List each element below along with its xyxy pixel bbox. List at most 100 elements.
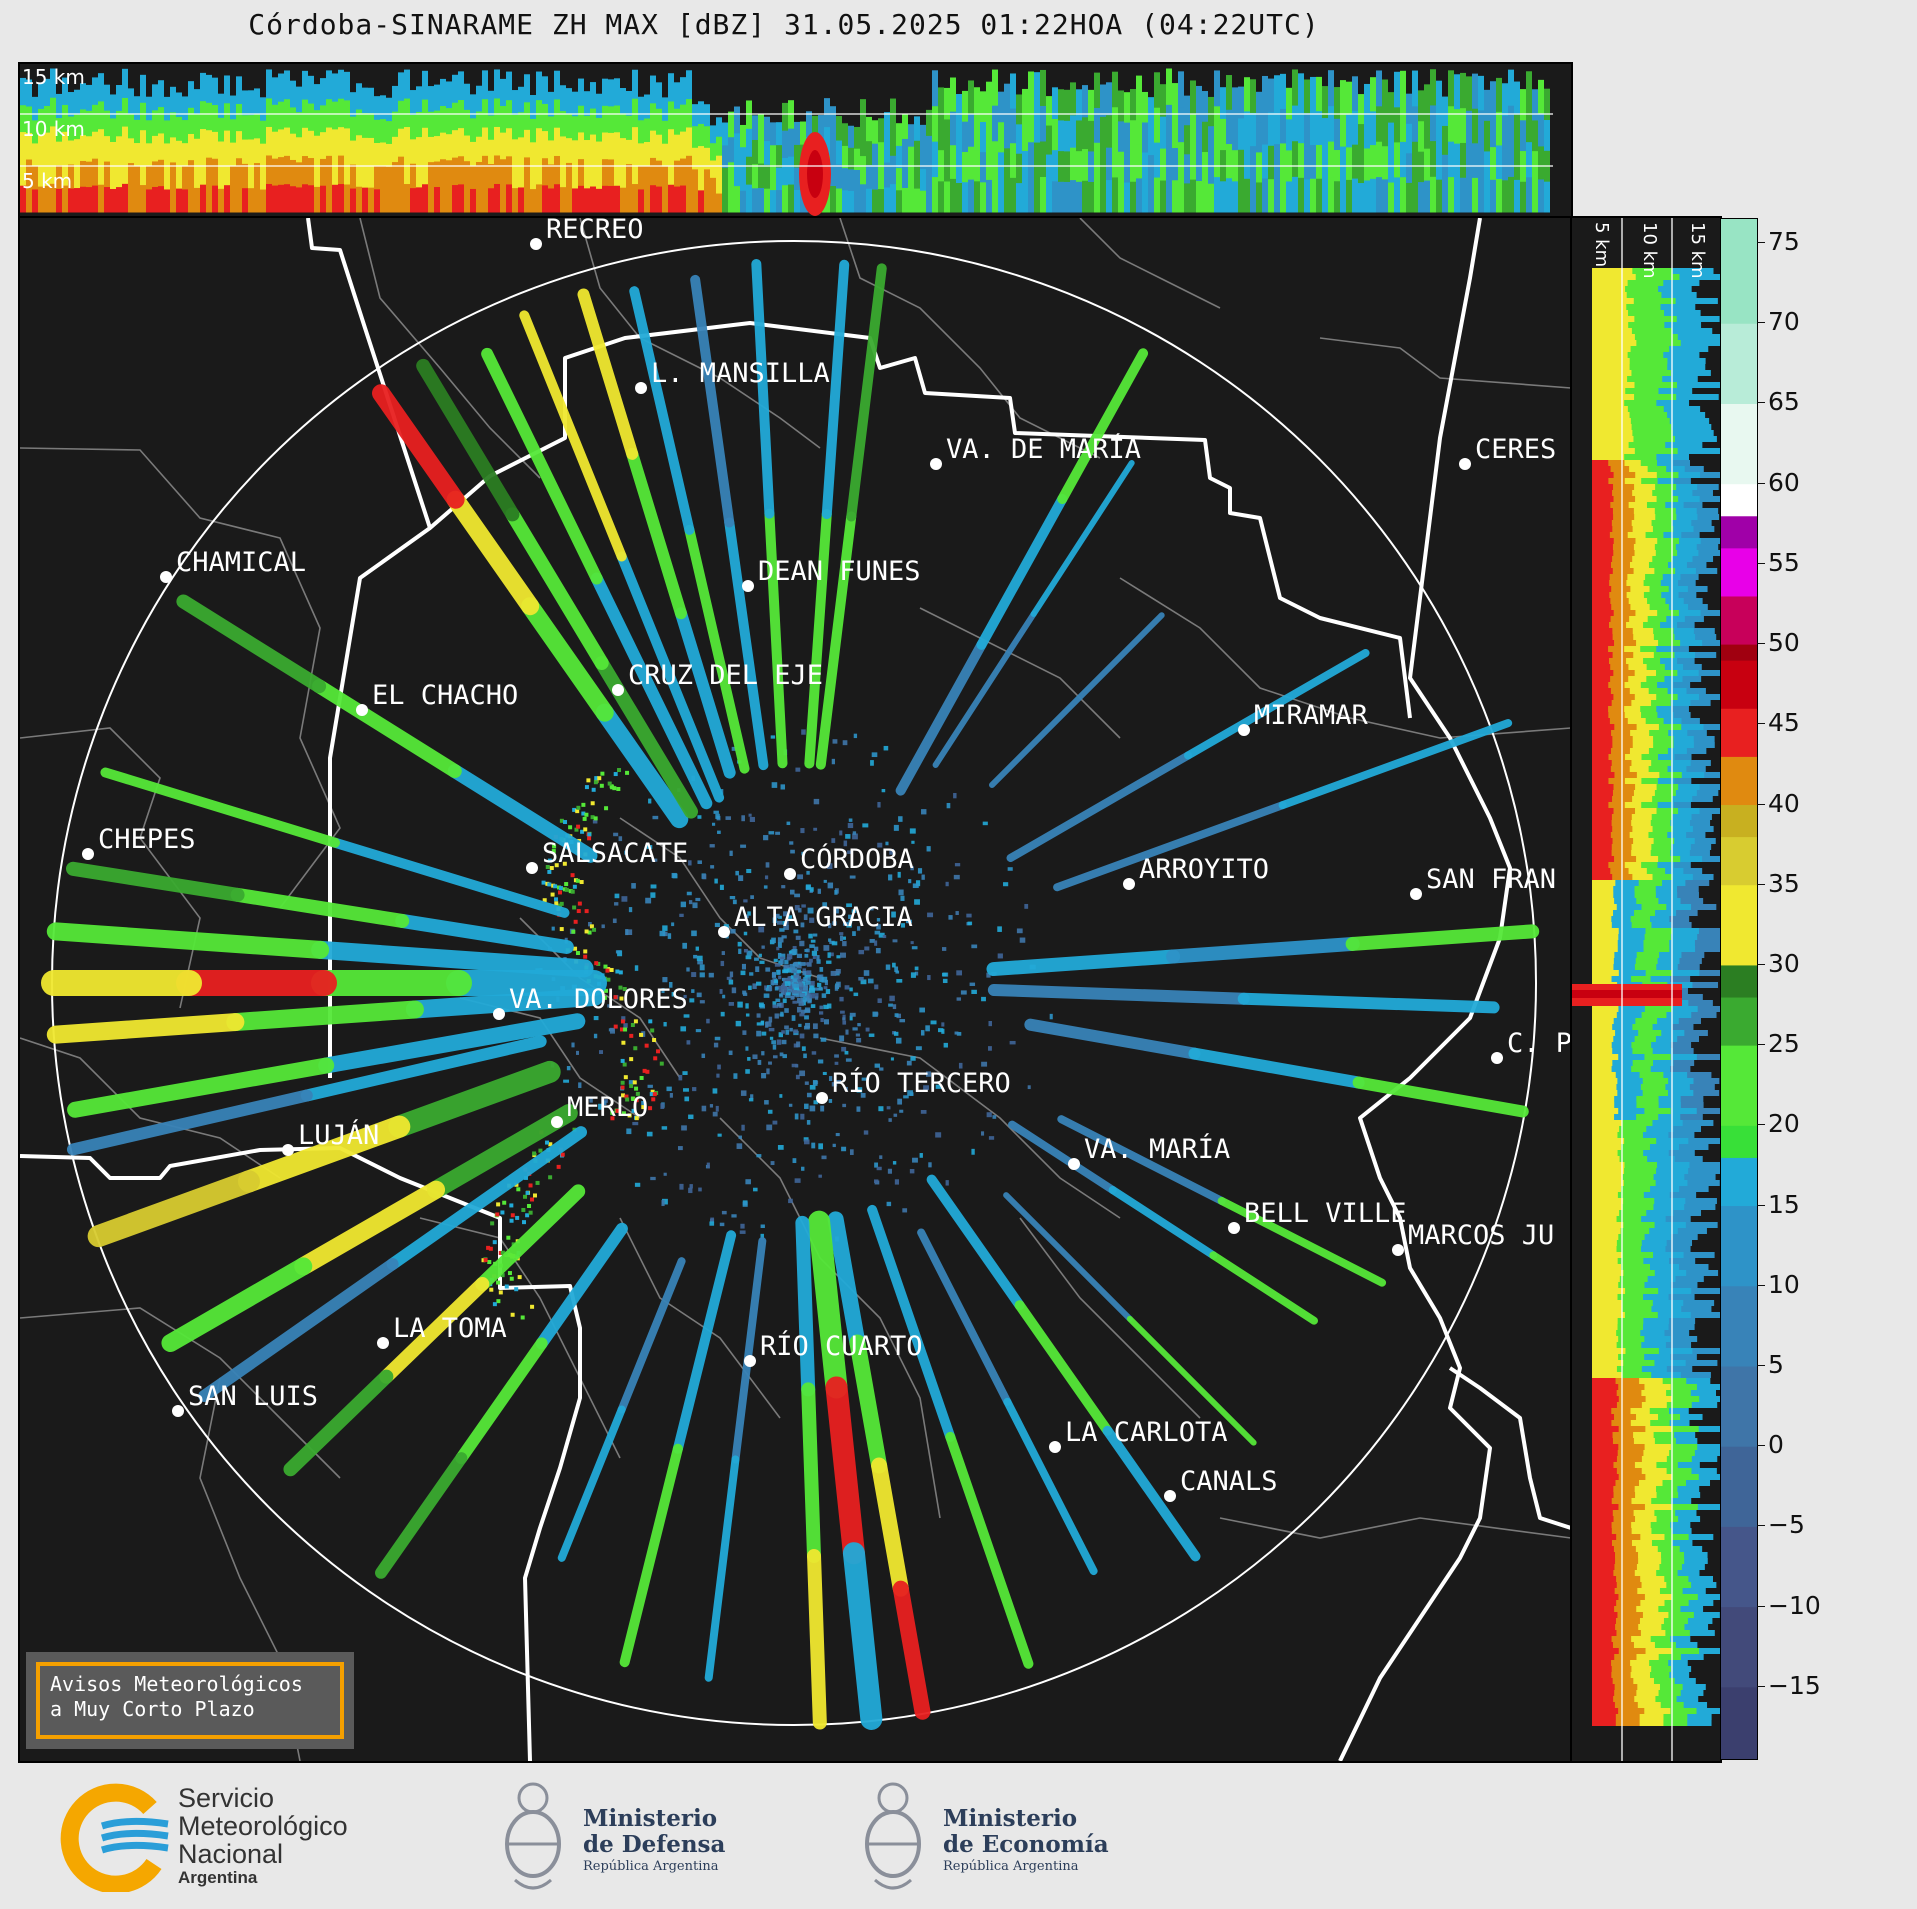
city-marker[interactable]: SAN FRAN	[1410, 864, 1556, 900]
city-dot[interactable]	[377, 1337, 389, 1349]
city-dot[interactable]	[718, 926, 730, 938]
city-dot[interactable]	[1123, 878, 1135, 890]
city-dot[interactable]	[160, 571, 172, 583]
city-marker[interactable]: EL CHACHO	[356, 680, 518, 716]
city-marker[interactable]: LA CARLOTA	[1049, 1417, 1228, 1453]
city-dot[interactable]	[82, 848, 94, 860]
city-marker[interactable]: LA TOMA	[377, 1313, 507, 1349]
city-dot[interactable]	[816, 1092, 828, 1104]
city-dot[interactable]	[635, 382, 647, 394]
alert-box-frame[interactable]: Avisos Meteorológicos a Muy Corto Plazo	[36, 1662, 344, 1739]
city-dot[interactable]	[493, 1008, 505, 1020]
clutter-pixel	[778, 1032, 784, 1038]
city-marker[interactable]: RÍO CUARTO	[744, 1330, 923, 1367]
city-marker[interactable]: L. MANSILLA	[635, 358, 830, 394]
city-dot[interactable]	[356, 704, 368, 716]
city-dot[interactable]	[612, 684, 624, 696]
radar-map[interactable]: RECREO L. MANSILLA VA. DE MARÍA CERES CHAMIC…	[20, 218, 1571, 1761]
radar-map-panel[interactable]: RECREO L. MANSILLA VA. DE MARÍA CERES CHAMIC…	[18, 216, 1573, 1763]
city-dot[interactable]	[526, 862, 538, 874]
colorbar-tick-mark	[1757, 1525, 1765, 1527]
clutter-pixel	[1016, 928, 1023, 934]
city-dot[interactable]	[282, 1144, 294, 1156]
city-marker[interactable]: MARCOS JU	[1392, 1220, 1554, 1256]
clutter-pixel	[593, 816, 598, 821]
city-dot[interactable]	[1392, 1244, 1404, 1256]
city-dot[interactable]	[1238, 724, 1250, 736]
city-marker[interactable]: CRUZ DEL EJE	[612, 660, 823, 696]
clutter-pixel	[698, 1187, 702, 1192]
cs-cell	[254, 113, 260, 139]
city-dot[interactable]	[1228, 1222, 1240, 1234]
city-marker[interactable]: SALSACATE	[526, 838, 688, 874]
city-dot[interactable]	[744, 1355, 756, 1367]
cs-cell	[1106, 82, 1112, 116]
radar-beam	[976, 494, 1068, 650]
city-marker[interactable]: MERLO	[551, 1092, 648, 1128]
cs-cell	[770, 189, 776, 213]
side-cs-cell	[1674, 1156, 1703, 1162]
side-cs-cell	[1612, 742, 1634, 748]
cs-cell	[1160, 180, 1166, 213]
clutter-pixel	[669, 981, 673, 988]
city-marker[interactable]: LUJÁN	[282, 1119, 379, 1156]
alert-box[interactable]: Avisos Meteorológicos a Muy Corto Plazo	[26, 1652, 354, 1749]
side-cs-cell	[1680, 1654, 1704, 1660]
city-marker[interactable]: ALTA GRACIA	[718, 902, 913, 938]
city-marker[interactable]: BELL VILLE	[1228, 1198, 1407, 1234]
city-marker[interactable]: SAN LUIS	[172, 1381, 318, 1417]
city-marker[interactable]: VA. DOLORES	[493, 984, 688, 1020]
city-marker[interactable]: CERES	[1459, 434, 1556, 470]
side-cs-cell	[1677, 550, 1699, 556]
clutter-pixel	[839, 996, 844, 1002]
side-cs-cell	[1592, 718, 1611, 724]
side-cs-cell	[1626, 304, 1662, 310]
city-marker[interactable]: CANALS	[1164, 1466, 1278, 1502]
side-cs-cell	[1649, 604, 1670, 610]
side-cs-cell	[1643, 1318, 1670, 1324]
side-cs-cell	[1592, 1204, 1624, 1210]
city-dot[interactable]	[1491, 1052, 1503, 1064]
city-dot[interactable]	[172, 1405, 184, 1417]
city-marker[interactable]: CHEPES	[82, 824, 196, 860]
side-cs-cell	[1592, 550, 1614, 556]
clutter-pixel	[645, 1069, 650, 1074]
cs-cell	[320, 78, 326, 106]
city-dot[interactable]	[1164, 1490, 1176, 1502]
city-marker[interactable]: C. P	[1491, 1028, 1571, 1064]
city-marker[interactable]: CÓRDOBA	[784, 843, 914, 880]
cs-cell	[896, 189, 902, 213]
city-dot[interactable]	[1049, 1441, 1061, 1453]
cs-cell	[32, 119, 38, 144]
city-marker[interactable]: ARROYITO	[1123, 854, 1269, 890]
clutter-pixel	[755, 966, 760, 973]
clutter-pixel	[796, 969, 802, 974]
city-dot[interactable]	[1459, 458, 1471, 470]
city-dot[interactable]	[1410, 888, 1422, 900]
side-cs-cell	[1656, 1516, 1679, 1522]
side-cs-cell	[1650, 1420, 1671, 1426]
city-dot[interactable]	[930, 458, 942, 470]
page-title: Córdoba-SINARAME ZH MAX [dBZ] 31.05.2025…	[248, 8, 1320, 41]
city-marker[interactable]: RECREO	[530, 218, 644, 250]
side-cs-cell	[1670, 1666, 1692, 1672]
city-dot[interactable]	[742, 580, 754, 592]
city-marker[interactable]: VA. DE MARÍA	[930, 433, 1141, 470]
cs-cell	[1508, 69, 1514, 106]
city-marker[interactable]: VA. MARÍA	[1068, 1133, 1230, 1170]
side-cs-cell	[1677, 1036, 1699, 1042]
side-cs-cell	[1592, 1444, 1619, 1450]
city-marker[interactable]: DEAN FUNES	[742, 556, 921, 592]
city-dot[interactable]	[1068, 1158, 1080, 1170]
city-dot[interactable]	[551, 1116, 563, 1128]
city-marker[interactable]: MIRAMAR	[1238, 700, 1369, 736]
city-dot[interactable]	[530, 238, 542, 250]
clutter-pixel	[928, 1162, 932, 1168]
city-marker[interactable]: CHAMICAL	[160, 547, 306, 583]
city-dot[interactable]	[784, 868, 796, 880]
cs-cell	[434, 135, 440, 162]
economia-line-1: Ministerio	[943, 1805, 1078, 1832]
clutter-pixel	[861, 1077, 867, 1081]
side-cs-cell	[1651, 1498, 1672, 1504]
city-marker[interactable]: RÍO TERCERO	[816, 1067, 1011, 1104]
